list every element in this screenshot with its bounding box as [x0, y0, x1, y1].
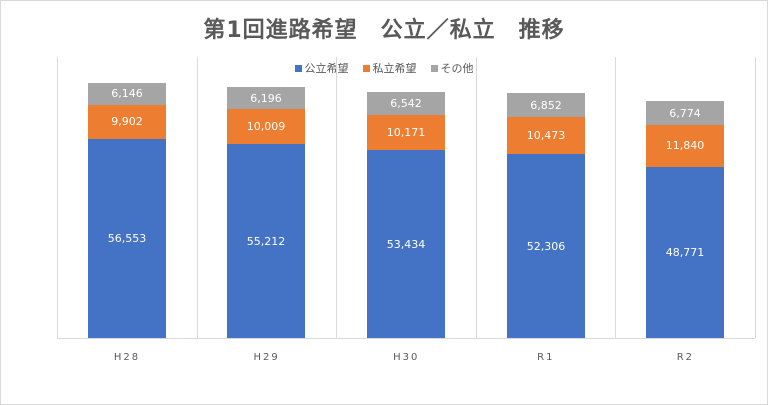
gridline [476, 57, 477, 338]
x-tick-label: H29 [253, 352, 280, 363]
bar-H30[interactable]: 53,434 10,171 6,542 [367, 57, 445, 338]
gridline [57, 57, 58, 338]
bar-segment-private[interactable]: 11,840 [646, 125, 724, 167]
bar-segment-other[interactable]: 6,852 [507, 93, 585, 118]
chart-title: 第1回進路希望 公立／私立 推移 [203, 18, 565, 43]
bar-segment-public[interactable]: 53,434 [367, 150, 445, 338]
legend-label-public: 公立希望 [304, 62, 349, 75]
bar-segment-other[interactable]: 6,196 [227, 87, 305, 109]
x-tick-label: R2 [676, 352, 695, 363]
bar-segment-other[interactable]: 6,542 [367, 91, 445, 115]
legend-item-public[interactable]: 公立希望 [294, 60, 349, 76]
gridline [336, 57, 337, 338]
x-axis-line [57, 338, 755, 339]
bar-segment-public[interactable]: 55,212 [227, 144, 305, 338]
legend-label-private: 私立希望 [372, 62, 417, 75]
legend-item-private[interactable]: 私立希望 [362, 60, 417, 76]
bar-H29[interactable]: 55,212 10,009 6,196 [227, 57, 305, 338]
legend-item-other[interactable]: その他 [430, 60, 474, 76]
legend-label-other: その他 [440, 62, 474, 75]
bar-segment-private[interactable]: 10,473 [507, 117, 585, 155]
bar-segment-private[interactable]: 9,902 [88, 104, 166, 140]
bar-segment-other[interactable]: 6,146 [88, 82, 166, 105]
bar-segment-public[interactable]: 56,553 [88, 139, 166, 338]
gridline [755, 57, 756, 338]
bar-segment-private[interactable]: 10,171 [367, 114, 445, 151]
bar-H28[interactable]: 56,553 9,902 6,146 [88, 57, 166, 338]
bar-R1[interactable]: 52,306 10,473 6,852 [507, 57, 585, 338]
x-tick-label: H30 [393, 352, 420, 363]
bar-segment-other[interactable]: 6,774 [646, 101, 724, 126]
bar-R2[interactable]: 48,771 11,840 6,774 [646, 57, 724, 338]
bar-segment-private[interactable]: 10,009 [227, 108, 305, 145]
gridline [197, 57, 198, 338]
plot-area: 56,553 9,902 6,146 55,212 10,009 6,196 53,434 1… [57, 57, 756, 339]
legend-swatch-private [362, 64, 370, 72]
x-tick-label: H28 [113, 352, 141, 363]
legend-swatch-other [430, 64, 438, 72]
x-tick-label: R1 [537, 352, 555, 363]
legend: 公立希望 私立希望 その他 [0, 60, 768, 76]
bar-segment-public[interactable]: 52,306 [507, 154, 585, 338]
bar-segment-public[interactable]: 48,771 [646, 166, 724, 338]
gridline [615, 57, 616, 338]
legend-swatch-public [294, 64, 302, 72]
